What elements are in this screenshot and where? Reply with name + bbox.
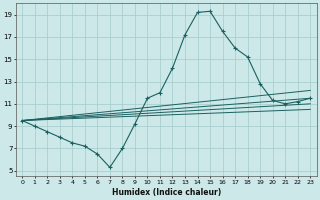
X-axis label: Humidex (Indice chaleur): Humidex (Indice chaleur) (112, 188, 221, 197)
